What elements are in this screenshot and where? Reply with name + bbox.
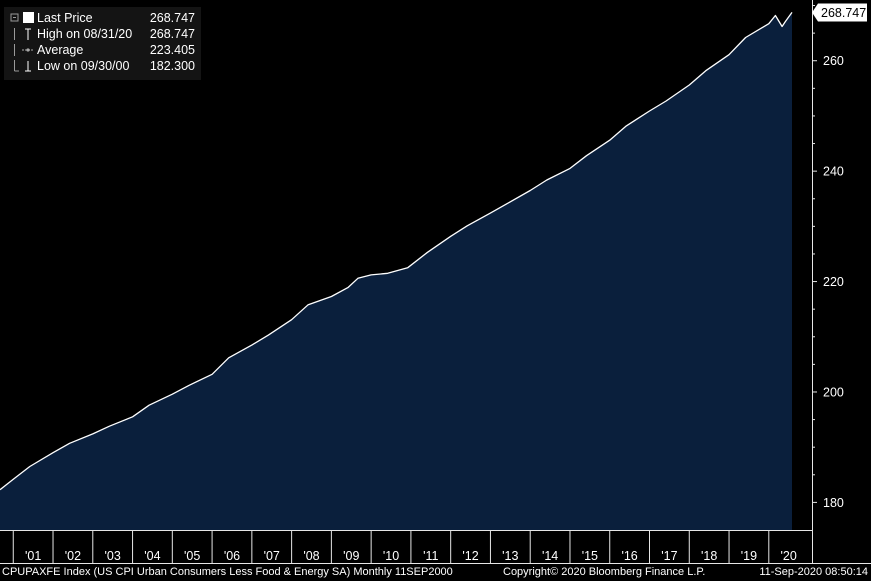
- x-tick-label: '18: [701, 549, 717, 563]
- x-tick-label: '06: [224, 549, 240, 563]
- series-line: [0, 12, 793, 491]
- x-tick-label: '20: [781, 549, 797, 563]
- last-price-tag: [812, 3, 867, 22]
- legend-row-high: High on 08/31/20 268.747: [4, 26, 201, 42]
- legend-collapse-box-icon[interactable]: [10, 12, 34, 24]
- x-tick-label: '10: [383, 549, 399, 563]
- footer-security-description: CPUPAXFE Index (US CPI Urban Consumers L…: [2, 566, 453, 578]
- legend-label-high: High on 08/31/20: [37, 27, 133, 41]
- x-tick-label: '05: [184, 549, 200, 563]
- legend-label-average: Average: [37, 43, 84, 57]
- y-tick-label: 260: [823, 54, 844, 68]
- x-tick-label: '16: [621, 549, 637, 563]
- x-tick-label: '04: [144, 549, 160, 563]
- legend-value-low: 182.300: [149, 59, 195, 73]
- legend-value-last-price: 268.747: [149, 11, 195, 25]
- legend-value-average: 223.405: [149, 43, 195, 57]
- x-tick-label: '03: [105, 549, 121, 563]
- footer-timestamp: 11-Sep-2020 08:50:14: [759, 566, 868, 578]
- axes: 180 200 220 240 260 '01 '02 '03 '04 '05 '06 '07 '08 '…: [0, 0, 871, 564]
- last-price-tag-label: 268.747: [821, 6, 866, 20]
- legend-value-high: 268.747: [149, 27, 195, 41]
- legend-label-low: Low on 09/30/00: [37, 59, 130, 73]
- x-tick-label: '15: [582, 549, 598, 563]
- x-tick-label: '07: [264, 549, 280, 563]
- high-marker-icon: [14, 28, 31, 40]
- x-tick-label: '14: [542, 549, 558, 563]
- low-marker-icon: [14, 60, 31, 72]
- average-marker-icon: [14, 44, 34, 56]
- x-tick-label: '08: [303, 549, 319, 563]
- x-tick-label: '19: [741, 549, 757, 563]
- x-tick-label: '11: [423, 549, 438, 563]
- x-tick-label: '12: [462, 549, 478, 563]
- legend-box: Last Price 268.747 High on 08/31/20 268.…: [4, 7, 201, 80]
- x-tick-label: '09: [343, 549, 359, 563]
- x-tick-label: '01: [25, 549, 41, 563]
- legend-row-average: Average 223.405: [4, 42, 201, 58]
- x-tick-label: '13: [502, 549, 518, 563]
- x-tick-label: '17: [661, 549, 677, 563]
- legend-row-low: Low on 09/30/00 182.300: [4, 58, 201, 74]
- footer-copyright: Copyright© 2020 Bloomberg Finance L.P.: [503, 566, 706, 578]
- plot-area: [0, 12, 793, 530]
- y-tick-label: 180: [823, 496, 844, 510]
- legend-label-last-price: Last Price: [37, 11, 93, 25]
- y-tick-label: 220: [823, 275, 844, 289]
- y-tick-label: 200: [823, 385, 844, 399]
- x-tick-label: '02: [65, 549, 81, 563]
- y-tick-label: 240: [823, 165, 844, 179]
- legend-row-last-price: Last Price 268.747: [4, 10, 201, 26]
